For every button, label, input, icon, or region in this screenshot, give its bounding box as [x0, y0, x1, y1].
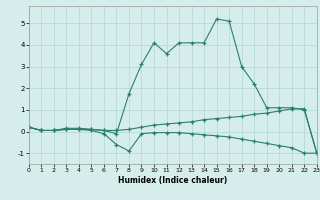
- X-axis label: Humidex (Indice chaleur): Humidex (Indice chaleur): [118, 176, 228, 185]
